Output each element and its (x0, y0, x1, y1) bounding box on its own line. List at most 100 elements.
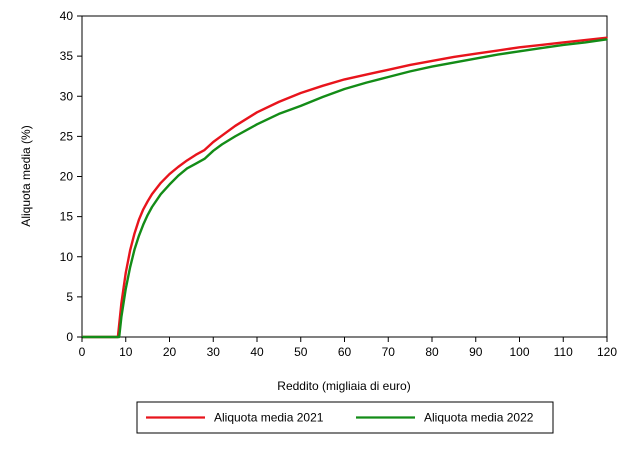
x-tick-label: 0 (79, 345, 86, 359)
data-point (234, 125, 236, 127)
data-point (212, 150, 215, 152)
y-tick-label: 40 (60, 9, 74, 23)
legend-label-2022: Aliquota media 2022 (424, 411, 534, 425)
legend-box (136, 401, 554, 434)
x-tick-label: 40 (250, 345, 264, 359)
x-tick-label: 70 (382, 345, 396, 359)
data-point (168, 183, 171, 186)
data-point (146, 214, 149, 216)
data-point (124, 288, 127, 290)
data-point (518, 50, 521, 53)
x-tick-label: 60 (338, 345, 352, 359)
data-point (343, 78, 346, 81)
data-point (256, 123, 258, 126)
y-tick-label: 35 (60, 49, 74, 63)
x-tick-label: 50 (294, 345, 308, 359)
data-point (203, 149, 206, 151)
data-point (138, 235, 140, 237)
y-tick-label: 15 (60, 210, 74, 224)
data-point (129, 249, 131, 252)
data-point (194, 162, 197, 165)
data-point (138, 219, 140, 221)
data-point (168, 173, 171, 175)
data-point (159, 193, 162, 195)
data-point (194, 154, 197, 156)
data-point (540, 47, 543, 49)
data-point (221, 143, 223, 146)
data-point (186, 159, 188, 162)
data-point (234, 135, 236, 138)
data-point (496, 53, 499, 56)
x-tick-label: 120 (597, 345, 617, 359)
data-point (278, 113, 280, 115)
data-point (540, 44, 543, 46)
data-point (159, 182, 162, 184)
data-point (562, 44, 565, 46)
data-point (474, 57, 477, 60)
data-point (387, 76, 390, 78)
data-point (129, 266, 131, 268)
data-point (299, 92, 302, 94)
data-point (151, 193, 153, 195)
y-tick-label: 30 (60, 89, 74, 103)
data-point (120, 302, 123, 305)
data-point (321, 85, 324, 87)
x-tick-label: 100 (509, 345, 529, 359)
data-point (278, 101, 280, 103)
data-point (387, 68, 390, 71)
data-point (453, 61, 455, 64)
y-tick-label: 0 (66, 330, 73, 344)
data-point (474, 52, 477, 55)
data-point (146, 200, 149, 203)
data-point (120, 316, 123, 318)
data-point (606, 36, 608, 39)
x-axis-title: Reddito (migliaia di euro) (277, 379, 410, 393)
data-point (453, 56, 455, 58)
data-point (321, 96, 324, 98)
data-point (256, 111, 258, 114)
y-tick-label: 10 (60, 250, 74, 264)
y-axis-title: Aliquota media (%) (19, 125, 33, 226)
series-layer (81, 36, 608, 339)
data-point (584, 39, 586, 41)
legend-label-2021: Aliquota media 2021 (214, 411, 324, 425)
data-point (518, 46, 521, 49)
legend: Aliquota media 2021 Aliquota media 2022 (136, 401, 554, 434)
data-point (177, 166, 180, 168)
x-axis: 0 10 20 30 40 50 60 70 80 90 100 110 120 (79, 337, 617, 359)
y-tick-label: 5 (66, 290, 73, 304)
x-tick-label: 90 (469, 345, 483, 359)
data-point (212, 141, 215, 143)
data-point (116, 336, 118, 338)
data-point (142, 223, 145, 226)
y-axis: 0 5 10 15 20 25 30 35 40 (60, 9, 82, 344)
y-tick-label: 20 (60, 170, 74, 184)
data-point (177, 174, 180, 177)
data-point (133, 232, 136, 235)
data-point (118, 336, 120, 338)
x-tick-label: 110 (554, 345, 573, 359)
data-point (186, 167, 188, 170)
x-tick-label: 30 (207, 345, 221, 359)
data-point (151, 206, 153, 208)
data-point (133, 248, 136, 251)
x-tick-label: 10 (119, 345, 133, 359)
x-tick-label: 20 (163, 345, 177, 359)
data-point (203, 158, 206, 160)
data-point (409, 70, 411, 73)
data-point (299, 105, 302, 107)
data-point (496, 49, 499, 52)
data-point (124, 272, 127, 274)
data-point (221, 134, 223, 137)
x-tick-label: 80 (425, 345, 439, 359)
data-point (343, 88, 346, 90)
data-point (409, 64, 411, 66)
data-point (584, 41, 586, 44)
data-point (365, 81, 368, 84)
y-tick-label: 25 (60, 129, 74, 143)
data-point (606, 38, 608, 41)
data-point (365, 73, 368, 76)
data-point (562, 41, 565, 44)
data-point (431, 60, 433, 62)
